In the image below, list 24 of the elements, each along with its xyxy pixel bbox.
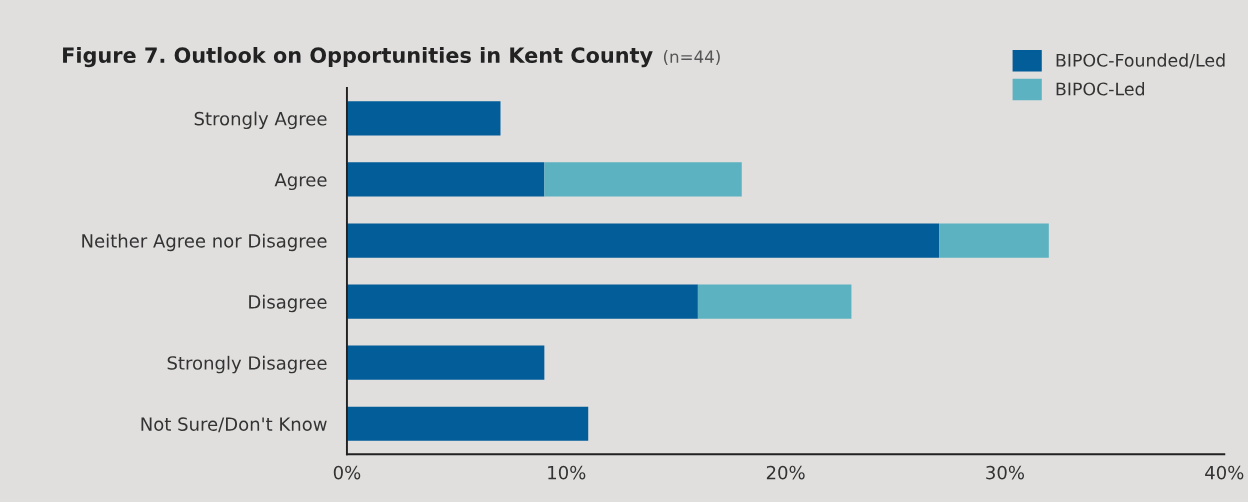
y-tick-label: Neither Agree nor Disagree (82, 233, 327, 252)
bar (346, 162, 545, 197)
y-tick-label: Disagree (249, 294, 327, 313)
x-tick-label: 10% (548, 465, 586, 480)
bar (939, 223, 1049, 258)
bar (697, 284, 852, 319)
bar (346, 406, 589, 441)
y-tick-label: Strongly Disagree (167, 355, 327, 374)
bar (544, 162, 742, 197)
legend-label: BIPOC-Founded/Led (1056, 53, 1225, 69)
chart-subtitle: (n=44) (663, 50, 720, 65)
y-tick-label: Strongly Agree (194, 111, 327, 129)
x-tick-label: 40% (1205, 465, 1244, 480)
bar (346, 101, 501, 136)
x-tick-label: 20% (766, 465, 805, 480)
y-tick-label: Not Sure/Don't Know (141, 417, 327, 433)
legend-label: BIPOC-Led (1056, 82, 1144, 96)
bar (346, 223, 940, 258)
x-tick-label: 0% (333, 465, 361, 480)
x-tick-label: 30% (986, 465, 1025, 480)
bar (346, 284, 698, 319)
y-tick-label: Agree (274, 173, 327, 191)
chart-title: Figure 7. Outlook on Opportunities in Kent County (63, 46, 653, 68)
bar (346, 345, 545, 380)
